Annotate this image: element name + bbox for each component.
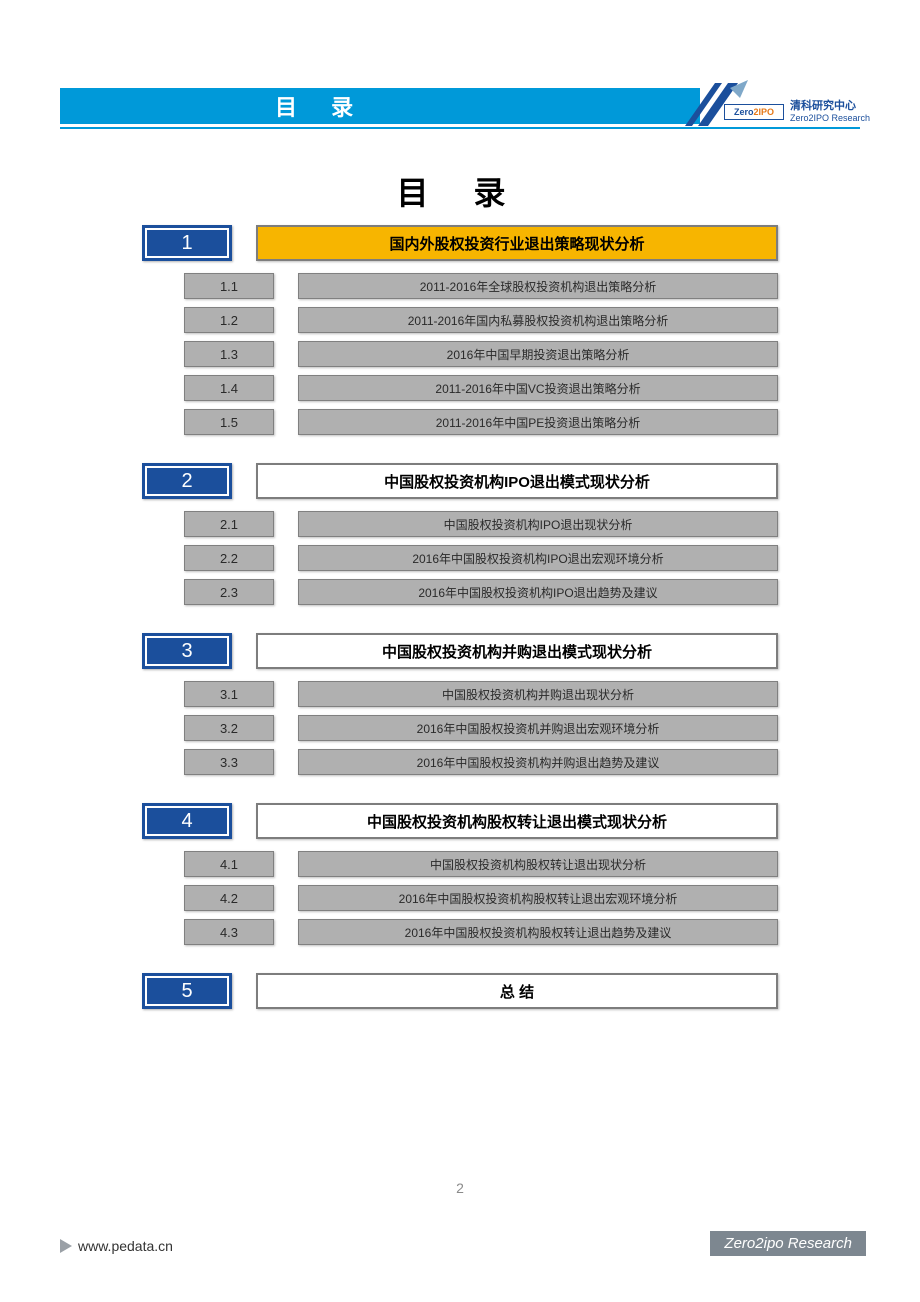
subsection-number: 4.1 [184, 851, 274, 877]
subsection-number: 2.3 [184, 579, 274, 605]
section-number: 1 [147, 230, 227, 256]
subsection-row: 1.5 2011-2016年中国PE投资退出策略分析 [142, 409, 778, 435]
subsection-number: 4.3 [184, 919, 274, 945]
header-bar: 目 录 [60, 88, 700, 124]
footer-left: www.pedata.cn [60, 1238, 173, 1254]
section-number-box: 4 [142, 803, 232, 839]
subsection-row: 1.2 2011-2016年国内私募股权投资机构退出策略分析 [142, 307, 778, 333]
logo-zero-text: Zero [734, 107, 754, 117]
subsection-number: 4.2 [184, 885, 274, 911]
section-title: 中国股权投资机构股权转让退出模式现状分析 [256, 803, 778, 839]
subsection-number: 1.1 [184, 273, 274, 299]
subsection-title: 2016年中国股权投资机构并购退出趋势及建议 [298, 749, 778, 775]
toc-section: 2 中国股权投资机构IPO退出模式现状分析 2.1 中国股权投资机构IPO退出现状分析… [142, 463, 778, 605]
subsection-row: 2.2 2016年中国股权投资机构IPO退出宏观环境分析 [142, 545, 778, 571]
section-number-box: 1 [142, 225, 232, 261]
subsection-row: 3.1 中国股权投资机构并购退出现状分析 [142, 681, 778, 707]
subsection-number: 3.3 [184, 749, 274, 775]
subsection-title: 中国股权投资机构股权转让退出现状分析 [298, 851, 778, 877]
subsection-title: 中国股权投资机构IPO退出现状分析 [298, 511, 778, 537]
section-title: 总 结 [256, 973, 778, 1009]
subsection-number: 1.3 [184, 341, 274, 367]
section-header: 3 中国股权投资机构并购退出模式现状分析 [142, 633, 778, 669]
subsection-title: 2016年中国早期投资退出策略分析 [298, 341, 778, 367]
subsection-title: 中国股权投资机构并购退出现状分析 [298, 681, 778, 707]
subsection-number: 1.2 [184, 307, 274, 333]
subsection-number: 1.5 [184, 409, 274, 435]
subsection-row: 3.2 2016年中国股权投资机并购退出宏观环境分析 [142, 715, 778, 741]
section-number: 2 [147, 468, 227, 494]
brand-logo-box: Zero 2IPO [724, 104, 784, 120]
section-header: 1 国内外股权投资行业退出策略现状分析 [142, 225, 778, 261]
footer-brand-badge: Zero2ipo Research [710, 1231, 866, 1256]
subsection-title: 2011-2016年国内私募股权投资机构退出策略分析 [298, 307, 778, 333]
section-number: 3 [147, 638, 227, 664]
brand-logo-en: Zero2IPO Research [790, 113, 870, 124]
subsection-row: 4.2 2016年中国股权投资机构股权转让退出宏观环境分析 [142, 885, 778, 911]
footer-url: www.pedata.cn [78, 1238, 173, 1254]
subsection-row: 4.3 2016年中国股权投资机构股权转让退出趋势及建议 [142, 919, 778, 945]
subsection-title: 2016年中国股权投资机构IPO退出趋势及建议 [298, 579, 778, 605]
subsection-number: 2.1 [184, 511, 274, 537]
toc-section: 4 中国股权投资机构股权转让退出模式现状分析 4.1 中国股权投资机构股权转让退出现状… [142, 803, 778, 945]
subsection-title: 2016年中国股权投资机构股权转让退出宏观环境分析 [298, 885, 778, 911]
subsection-number: 3.1 [184, 681, 274, 707]
subsection-title: 2011-2016年全球股权投资机构退出策略分析 [298, 273, 778, 299]
brand-logo-cn: 清科研究中心 [790, 100, 870, 113]
section-header: 5 总 结 [142, 973, 778, 1009]
subsection-row: 1.1 2011-2016年全球股权投资机构退出策略分析 [142, 273, 778, 299]
subsection-title: 2016年中国股权投资机构IPO退出宏观环境分析 [298, 545, 778, 571]
header-underline [60, 127, 860, 129]
subsection-row: 3.3 2016年中国股权投资机构并购退出趋势及建议 [142, 749, 778, 775]
subsection-title: 2011-2016年中国VC投资退出策略分析 [298, 375, 778, 401]
page-number: 2 [0, 1180, 920, 1196]
header-bar-title: 目 录 [275, 90, 367, 122]
subsection-row: 1.3 2016年中国早期投资退出策略分析 [142, 341, 778, 367]
section-number-box: 2 [142, 463, 232, 499]
logo-ipo-text: 2IPO [754, 107, 775, 117]
toc-section: 1 国内外股权投资行业退出策略现状分析 1.1 2011-2016年全球股权投资机构退… [142, 225, 778, 435]
subsection-row: 4.1 中国股权投资机构股权转让退出现状分析 [142, 851, 778, 877]
toc-content: 1 国内外股权投资行业退出策略现状分析 1.1 2011-2016年全球股权投资机构退… [142, 225, 778, 1037]
section-number-box: 3 [142, 633, 232, 669]
subsection-title: 2016年中国股权投资机并购退出宏观环境分析 [298, 715, 778, 741]
subsection-number: 3.2 [184, 715, 274, 741]
section-number: 5 [147, 978, 227, 1004]
subsection-number: 1.4 [184, 375, 274, 401]
toc-section: 5 总 结 [142, 973, 778, 1009]
section-header: 4 中国股权投资机构股权转让退出模式现状分析 [142, 803, 778, 839]
page-title: 目 录 [0, 168, 920, 214]
toc-section: 3中国股权投资机构并购退出模式现状分析3.1中国股权投资机构并购退出现状分析3.… [142, 633, 778, 775]
section-title: 中国股权投资机构IPO退出模式现状分析 [256, 463, 778, 499]
section-number-box: 5 [142, 973, 232, 1009]
brand-logo-text: 清科研究中心 Zero2IPO Research [790, 100, 870, 124]
section-number: 4 [147, 808, 227, 834]
subsection-number: 2.2 [184, 545, 274, 571]
subsection-title: 2011-2016年中国PE投资退出策略分析 [298, 409, 778, 435]
section-title: 国内外股权投资行业退出策略现状分析 [256, 225, 778, 261]
section-title: 中国股权投资机构并购退出模式现状分析 [256, 633, 778, 669]
subsection-row: 1.4 2011-2016年中国VC投资退出策略分析 [142, 375, 778, 401]
arrow-right-icon [60, 1239, 72, 1253]
section-header: 2 中国股权投资机构IPO退出模式现状分析 [142, 463, 778, 499]
subsection-row: 2.1 中国股权投资机构IPO退出现状分析 [142, 511, 778, 537]
subsection-title: 2016年中国股权投资机构股权转让退出趋势及建议 [298, 919, 778, 945]
subsection-row: 2.3 2016年中国股权投资机构IPO退出趋势及建议 [142, 579, 778, 605]
